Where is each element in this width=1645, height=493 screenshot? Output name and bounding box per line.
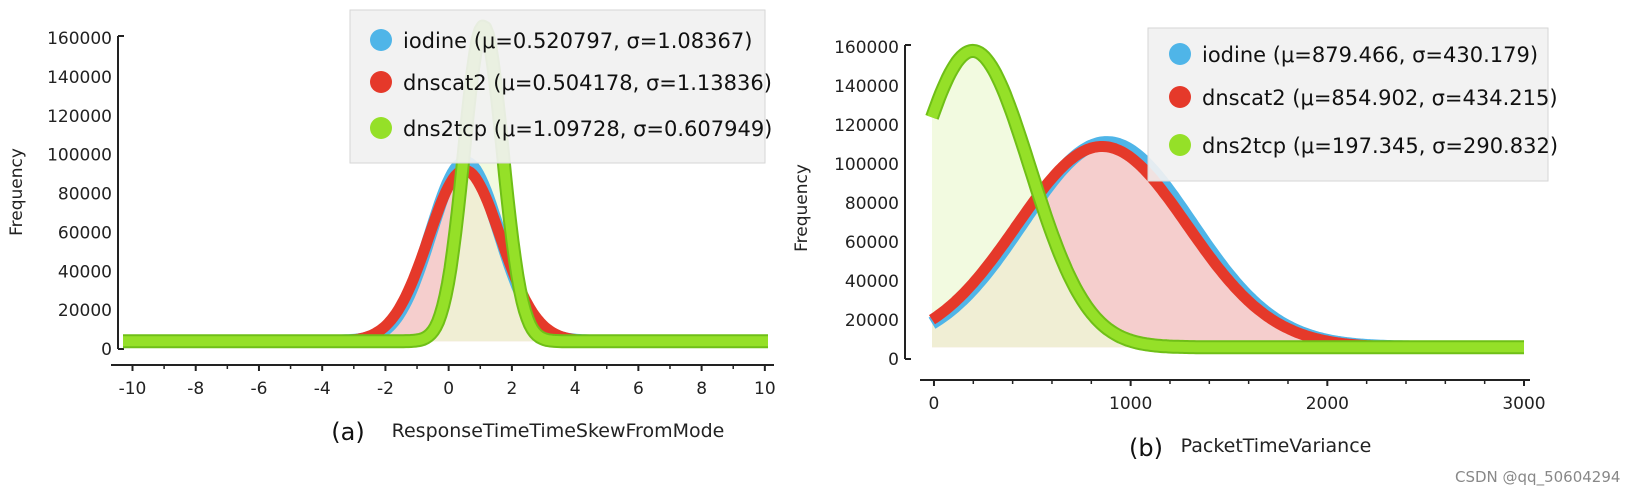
legend-box bbox=[1147, 27, 1549, 182]
x-tick-label: 0 bbox=[443, 379, 454, 399]
y-tick-label: 0 bbox=[101, 340, 112, 360]
x-tick-label: 4 bbox=[570, 379, 581, 399]
y-tick-label: 140000 bbox=[834, 77, 899, 97]
x-tick-label: -4 bbox=[314, 379, 331, 399]
dnscat2-legend-label: dnscat2 (μ=0.504178, σ=1.13836) bbox=[403, 71, 772, 95]
x-axis-label: ResponseTimeTimeSkewFromMode bbox=[392, 420, 725, 442]
panel-label: (a) bbox=[331, 418, 364, 446]
dns2tcp-line bbox=[927, 45, 1527, 353]
y-tick-label: 160000 bbox=[47, 29, 112, 49]
x-tick-label: -8 bbox=[187, 379, 204, 399]
y-tick-label: 80000 bbox=[845, 194, 899, 214]
y-tick-label: 60000 bbox=[845, 233, 899, 253]
y-tick-label: 160000 bbox=[834, 38, 899, 58]
x-tick-label: 2000 bbox=[1306, 394, 1349, 414]
x-tick-label: 0 bbox=[929, 394, 940, 414]
iodine-legend-label: iodine (μ=0.520797, σ=1.08367) bbox=[403, 29, 752, 53]
x-tick-label: 2 bbox=[506, 379, 517, 399]
y-axis-label: Frequency bbox=[7, 148, 27, 236]
panel-label: (b) bbox=[1129, 434, 1163, 462]
dns2tcp-line bbox=[120, 21, 771, 347]
dnscat2-legend-label: dnscat2 (μ=854.902, σ=434.215) bbox=[1202, 86, 1558, 110]
y-tick-label: 20000 bbox=[845, 311, 899, 331]
dns2tcp-legend-marker bbox=[1169, 134, 1191, 156]
y-tick-label: 100000 bbox=[47, 146, 112, 166]
dnscat2-legend-marker bbox=[1169, 86, 1191, 108]
y-tick-label: 0 bbox=[888, 350, 899, 370]
y-tick-label: 140000 bbox=[47, 68, 112, 88]
y-tick-label: 60000 bbox=[58, 223, 112, 243]
dns2tcp-area bbox=[932, 50, 1524, 348]
y-tick-label: 120000 bbox=[834, 116, 899, 136]
iodine-legend-label: iodine (μ=879.466, σ=430.179) bbox=[1202, 43, 1538, 67]
x-tick-label: 8 bbox=[696, 379, 707, 399]
y-tick-label: 40000 bbox=[58, 262, 112, 282]
x-tick-label: 10 bbox=[754, 379, 776, 399]
dns2tcp-legend-marker bbox=[370, 117, 392, 139]
x-tick-label: 1000 bbox=[1109, 394, 1152, 414]
y-tick-label: 40000 bbox=[845, 272, 899, 292]
watermark: CSDN @qq_50604294 bbox=[1455, 468, 1620, 487]
chart-a: 0 20000 40000 60000 80000 100000 120000 140000 1… bbox=[7, 9, 776, 446]
x-axis-label: PacketTimeVariance bbox=[1181, 435, 1372, 457]
y-tick-label: 120000 bbox=[47, 107, 112, 127]
y-tick-label: 80000 bbox=[58, 185, 112, 205]
dns2tcp-legend-label: dns2tcp (μ=197.345, σ=290.832) bbox=[1202, 134, 1558, 158]
dnscat2-legend-marker bbox=[370, 71, 392, 93]
legend-box bbox=[349, 9, 766, 164]
y-tick-label: 20000 bbox=[58, 301, 112, 321]
chart-b: 0200004000060000800001000001200001400001… bbox=[792, 27, 1558, 462]
x-tick-label: 3000 bbox=[1502, 394, 1545, 414]
x-tick-label: -6 bbox=[250, 379, 267, 399]
x-tick-label: 6 bbox=[633, 379, 644, 399]
x-tick-label: -2 bbox=[377, 379, 394, 399]
x-tick-label: -10 bbox=[119, 379, 147, 399]
iodine-legend-marker bbox=[1169, 43, 1191, 65]
iodine-legend-marker bbox=[370, 29, 392, 51]
y-axis-label: Frequency bbox=[792, 164, 812, 252]
dns2tcp-legend-label: dns2tcp (μ=1.09728, σ=0.607949) bbox=[403, 117, 772, 141]
y-tick-label: 100000 bbox=[834, 155, 899, 175]
